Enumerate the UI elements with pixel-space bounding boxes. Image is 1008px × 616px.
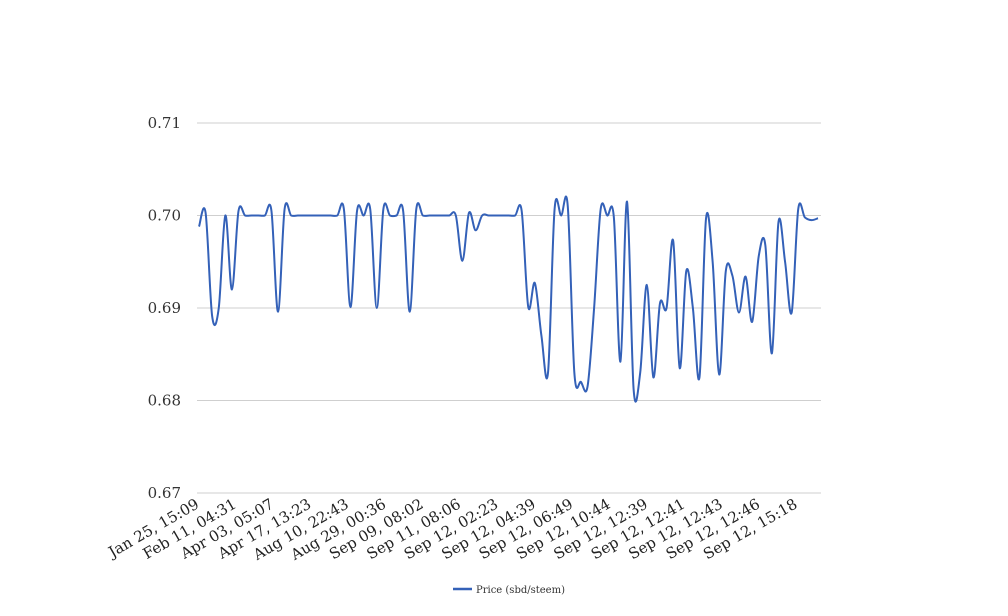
y-tick-label: 0.70 bbox=[148, 207, 181, 225]
y-tick-label: 0.67 bbox=[148, 484, 181, 502]
series-line-price bbox=[198, 195, 819, 403]
y-axis-tick-labels: 0.67 0.68 0.69 0.70 0.71 bbox=[148, 114, 181, 502]
series-layer bbox=[198, 195, 819, 403]
legend-label: Price (sbd/steem) bbox=[476, 585, 565, 596]
gridlines bbox=[197, 122, 821, 494]
y-tick-label: 0.68 bbox=[148, 392, 181, 410]
series-points bbox=[198, 201, 819, 391]
y-tick-label: 0.71 bbox=[148, 114, 181, 132]
y-tick-label: 0.69 bbox=[148, 299, 181, 317]
legend: Price (sbd/steem) bbox=[453, 585, 565, 596]
